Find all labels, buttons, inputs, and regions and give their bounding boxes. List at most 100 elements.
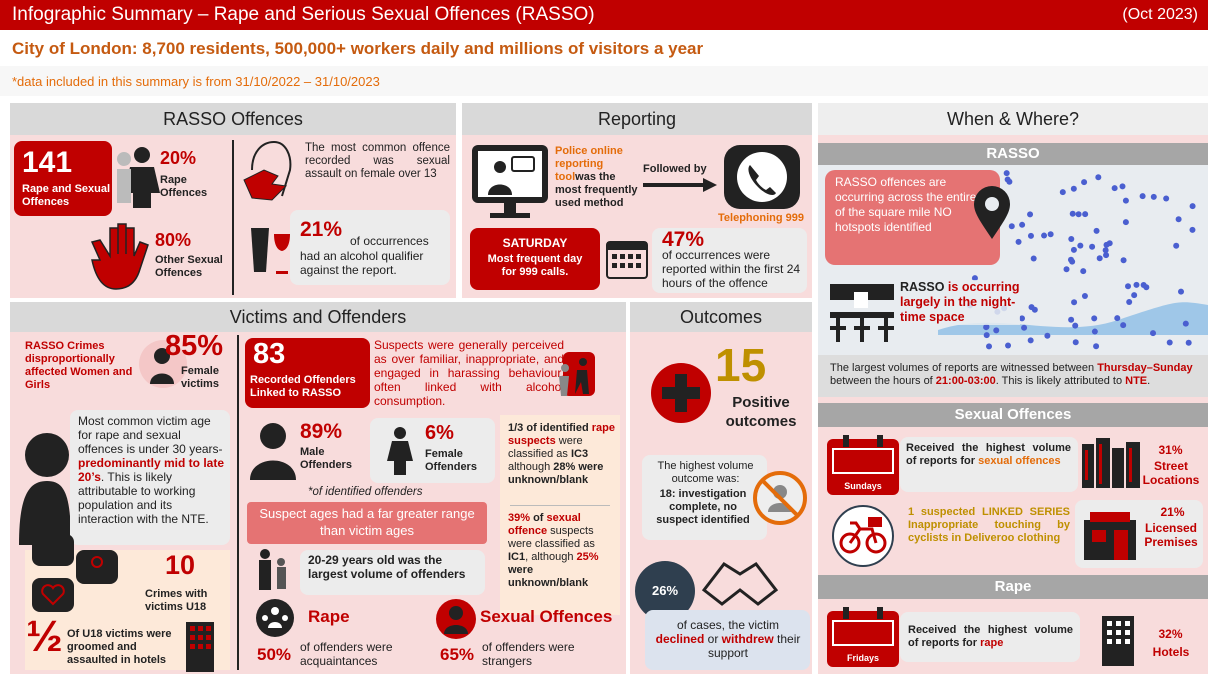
bike-icon bbox=[832, 505, 894, 567]
shape bbox=[974, 186, 1010, 239]
pct-text: of occurrences were reported within the … bbox=[662, 248, 801, 290]
ages-box bbox=[247, 502, 487, 544]
pct: 47% bbox=[662, 228, 705, 251]
shape bbox=[830, 312, 894, 318]
map-dot bbox=[1082, 211, 1089, 218]
male-pct: 89% bbox=[300, 420, 343, 443]
map-dot bbox=[1131, 292, 1138, 299]
text-segment: 39% bbox=[508, 512, 531, 524]
male-label: Male Offenders bbox=[300, 446, 352, 471]
pin-icon bbox=[974, 186, 1010, 239]
map-dot bbox=[1063, 266, 1070, 273]
half: ½ bbox=[26, 612, 63, 661]
shape bbox=[243, 169, 288, 201]
title: Infographic Summary – Rape and Serious S… bbox=[12, 4, 595, 25]
shape bbox=[1099, 444, 1102, 484]
stranger-icon bbox=[436, 599, 476, 639]
crimes-text: RASSO Crimes disproportionally affected … bbox=[25, 340, 133, 391]
map-dot bbox=[1122, 197, 1129, 204]
class-text: 1/3 of identified rape suspects were cla… bbox=[508, 422, 616, 487]
map-dot bbox=[1080, 268, 1087, 275]
calendar-icon bbox=[606, 241, 648, 279]
map-dot bbox=[1103, 252, 1110, 259]
shape bbox=[449, 606, 463, 620]
map-dot bbox=[1044, 332, 1051, 339]
silhouette bbox=[19, 433, 71, 545]
shape bbox=[251, 140, 292, 197]
rape-pct: 50% bbox=[257, 645, 292, 664]
text-segment: rape suspects bbox=[508, 422, 615, 447]
text-segment: 25% bbox=[576, 551, 599, 563]
map-dot bbox=[1068, 236, 1075, 243]
text-segment: , although bbox=[525, 551, 577, 563]
map-dot bbox=[1106, 240, 1113, 247]
class-divider bbox=[510, 505, 610, 506]
shape bbox=[25, 433, 69, 477]
shape bbox=[1090, 512, 1130, 522]
received-box bbox=[900, 437, 1078, 492]
map-dot bbox=[1068, 316, 1075, 323]
map-dot bbox=[1122, 219, 1129, 226]
shape bbox=[117, 169, 131, 203]
common-text: The most common offence recorded was sex… bbox=[305, 142, 450, 180]
map-dot bbox=[1015, 238, 1022, 245]
shape bbox=[198, 635, 203, 640]
shape bbox=[1107, 621, 1130, 644]
shape bbox=[90, 223, 149, 290]
text-segment: Police online reporting tool bbox=[555, 145, 623, 183]
identified-note: *of identified offenders bbox=[308, 486, 423, 498]
shape bbox=[32, 534, 74, 566]
map-dot bbox=[1189, 203, 1196, 210]
text-segment: 28% bbox=[553, 461, 576, 473]
text-segment: 1/3 bbox=[508, 422, 524, 434]
hotels-label: Hotels bbox=[1152, 645, 1190, 659]
shape bbox=[843, 435, 849, 447]
social-icons bbox=[32, 534, 118, 612]
largest-box bbox=[300, 550, 485, 595]
calendar-day: Fridays bbox=[846, 653, 879, 663]
shape bbox=[1129, 448, 1132, 482]
shape bbox=[124, 167, 160, 208]
shape bbox=[1107, 639, 1112, 644]
saturday-text: Most frequent day for 999 calls. bbox=[487, 253, 583, 278]
shape bbox=[260, 423, 286, 449]
hotels-pct: 32% bbox=[1158, 627, 1183, 641]
map-dot bbox=[1093, 227, 1100, 234]
phone-label: Telephoning 999 bbox=[718, 212, 804, 224]
panel-heading: When & Where? bbox=[818, 103, 1208, 135]
shape bbox=[150, 373, 174, 384]
map-dot bbox=[983, 332, 990, 339]
support-circle bbox=[635, 561, 695, 621]
map-dot bbox=[1140, 282, 1147, 289]
alcohol-pct: 21% bbox=[300, 218, 343, 241]
panel-heading: Reporting bbox=[462, 103, 812, 135]
plus-icon bbox=[651, 363, 711, 423]
text-segment: 21:00-03:00 bbox=[935, 375, 996, 387]
shape bbox=[575, 370, 589, 394]
shape bbox=[854, 292, 868, 308]
text-segment: IC1 bbox=[508, 551, 526, 563]
map-dot bbox=[1126, 299, 1133, 306]
map-dot bbox=[1089, 243, 1096, 250]
map-dot bbox=[1030, 255, 1037, 262]
shape bbox=[612, 263, 617, 268]
male-icon bbox=[250, 423, 296, 480]
text-segment: was the most frequently used method bbox=[555, 171, 638, 209]
other-pct: 80% bbox=[155, 230, 192, 250]
female-offender-label: Female Offenders bbox=[425, 448, 477, 473]
shape bbox=[271, 607, 279, 615]
shape bbox=[1112, 448, 1124, 488]
map-dot bbox=[1166, 339, 1173, 346]
class-box bbox=[500, 415, 620, 615]
text-segment: were unknown/blank bbox=[508, 564, 589, 589]
text-segment: were classified as bbox=[508, 435, 583, 460]
u18-label: Crimes with victims U18 bbox=[145, 588, 208, 613]
panel-heading: RASSO Offences bbox=[10, 103, 456, 135]
female-label: Female victims bbox=[181, 365, 219, 390]
highest-box bbox=[642, 455, 767, 540]
ages-text: Suspect ages had a far greater range tha… bbox=[259, 506, 475, 538]
shape bbox=[268, 622, 282, 628]
text-segment: . bbox=[1147, 375, 1151, 387]
face-icon bbox=[243, 140, 292, 201]
shape bbox=[190, 626, 195, 631]
